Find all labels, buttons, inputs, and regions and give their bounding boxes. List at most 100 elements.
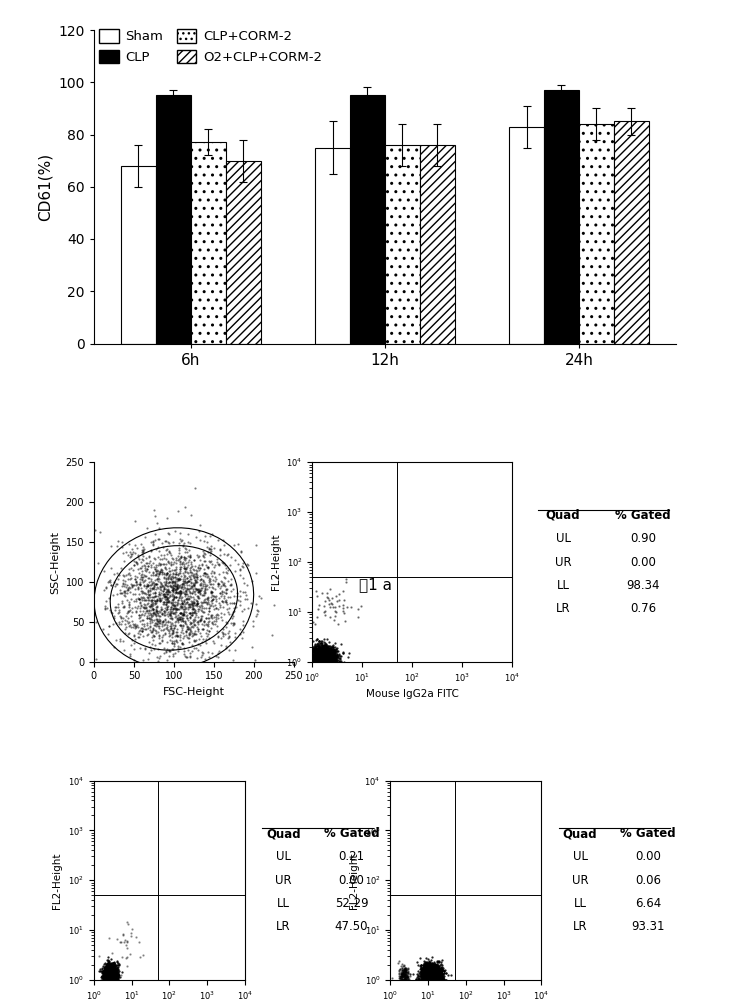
Point (101, 972, 113, 988)
Point (419, 974, 431, 990)
Point (101, 969, 113, 985)
Point (307, 647, 319, 663)
Point (429, 971, 441, 987)
Point (226, 610, 238, 626)
Point (427, 967, 439, 983)
Point (322, 660, 334, 676)
Point (317, 646, 329, 662)
Point (206, 584, 218, 600)
Point (312, 659, 324, 675)
Point (316, 655, 328, 671)
Point (106, 964, 118, 980)
Point (104, 966, 116, 982)
Point (224, 634, 236, 650)
Point (306, 656, 318, 672)
Point (419, 969, 431, 985)
Point (104, 572, 116, 588)
Point (313, 649, 325, 665)
Point (431, 970, 443, 986)
Point (108, 977, 120, 993)
Point (313, 641, 325, 657)
Point (111, 970, 123, 986)
Point (172, 571, 184, 587)
Point (317, 656, 329, 672)
Point (211, 606, 223, 622)
Point (102, 970, 114, 986)
Point (325, 656, 337, 672)
Point (107, 962, 119, 978)
Point (308, 657, 320, 673)
Point (108, 963, 120, 979)
Point (430, 960, 442, 976)
Point (165, 620, 177, 636)
Point (312, 657, 324, 673)
Point (315, 647, 327, 663)
Point (422, 967, 434, 983)
Point (424, 967, 436, 983)
Point (105, 971, 117, 987)
Point (308, 662, 320, 678)
Point (323, 645, 335, 661)
Point (428, 962, 440, 978)
Point (311, 650, 323, 666)
Point (324, 652, 336, 668)
Point (424, 966, 436, 982)
Point (323, 650, 335, 666)
Point (422, 964, 434, 980)
Point (321, 645, 333, 661)
Point (104, 964, 116, 980)
Point (426, 964, 438, 980)
Point (318, 653, 330, 669)
Point (421, 968, 433, 984)
Point (421, 955, 433, 971)
Point (435, 961, 447, 977)
Point (422, 975, 434, 991)
Point (108, 977, 120, 993)
Point (216, 625, 228, 641)
Point (323, 653, 335, 669)
Point (421, 975, 433, 991)
Point (319, 651, 331, 667)
Point (103, 981, 115, 997)
Point (435, 954, 447, 970)
Point (424, 962, 436, 978)
Point (313, 653, 325, 669)
Point (108, 971, 120, 987)
Point (315, 661, 327, 677)
Point (312, 662, 324, 678)
Point (105, 971, 117, 987)
Point (182, 601, 194, 617)
Point (169, 594, 181, 610)
Point (422, 966, 434, 982)
Point (427, 972, 439, 988)
Point (325, 651, 337, 667)
Point (101, 967, 113, 983)
Point (427, 978, 439, 994)
Point (109, 979, 121, 995)
Point (318, 657, 330, 673)
Point (111, 966, 123, 982)
Point (101, 966, 113, 982)
Point (207, 526, 219, 542)
Point (318, 653, 330, 669)
Point (431, 968, 443, 984)
Point (333, 647, 345, 663)
Point (150, 618, 162, 634)
Point (176, 607, 189, 623)
Point (422, 969, 434, 985)
Point (107, 973, 119, 989)
Point (425, 960, 437, 976)
Point (227, 604, 239, 620)
Point (319, 655, 331, 671)
Point (99, 969, 111, 985)
Point (194, 568, 206, 584)
Point (315, 649, 327, 665)
Point (314, 649, 326, 665)
Point (424, 968, 436, 984)
Point (315, 651, 327, 667)
Point (318, 647, 330, 663)
Point (129, 616, 141, 632)
Point (309, 650, 321, 666)
Point (417, 972, 429, 988)
Point (103, 975, 115, 991)
